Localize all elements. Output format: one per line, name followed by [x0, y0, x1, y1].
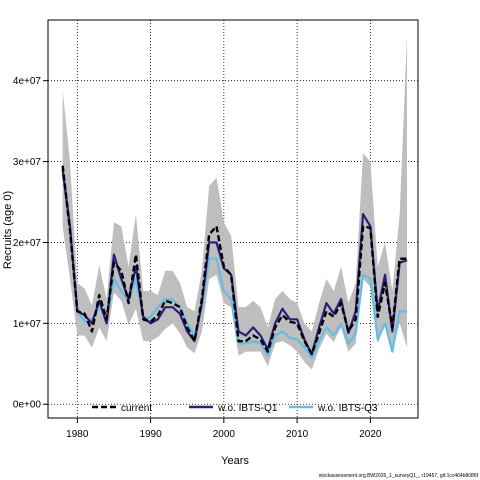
legend-label-1: w.o. IBTS-Q1	[217, 403, 278, 414]
x-tick-label-2020: 2020	[359, 429, 382, 440]
y-tick-label-2: 2e+07	[13, 238, 42, 249]
x-tick-label-2010: 2010	[286, 429, 309, 440]
y-axis-title: Recruits (age 0)	[2, 191, 14, 269]
x-axis-title: Years	[221, 455, 249, 467]
series-lines	[61, 165, 408, 359]
legend: current w.o. IBTS-Q1 w.o. IBTS-Q3	[92, 403, 378, 414]
series-line-2	[61, 173, 408, 359]
legend-label-2: w.o. IBTS-Q3	[317, 403, 378, 414]
y-tick-label-1: 1e+07	[13, 319, 42, 330]
x-tick-label-1980: 1980	[66, 429, 89, 440]
footer-provenance: stockassessment.org,BW2026_1_surveyQ1_, …	[318, 473, 478, 479]
series-line-1	[61, 169, 408, 356]
y-tick-label-4: 4e+07	[13, 76, 42, 87]
series-line-0	[61, 165, 408, 356]
legend-label-0: current	[121, 403, 152, 414]
plot-frame	[47, 19, 419, 419]
x-axis: 1980 1990 2000 2010 2020	[66, 418, 382, 440]
y-tick-label-3: 3e+07	[13, 157, 42, 168]
y-tick-label-0: 0e+00	[13, 400, 42, 411]
y-axis: 0e+00 1e+07 2e+07 3e+07 4e+07	[13, 76, 48, 411]
x-tick-label-2000: 2000	[213, 429, 236, 440]
x-tick-label-1990: 1990	[139, 429, 162, 440]
